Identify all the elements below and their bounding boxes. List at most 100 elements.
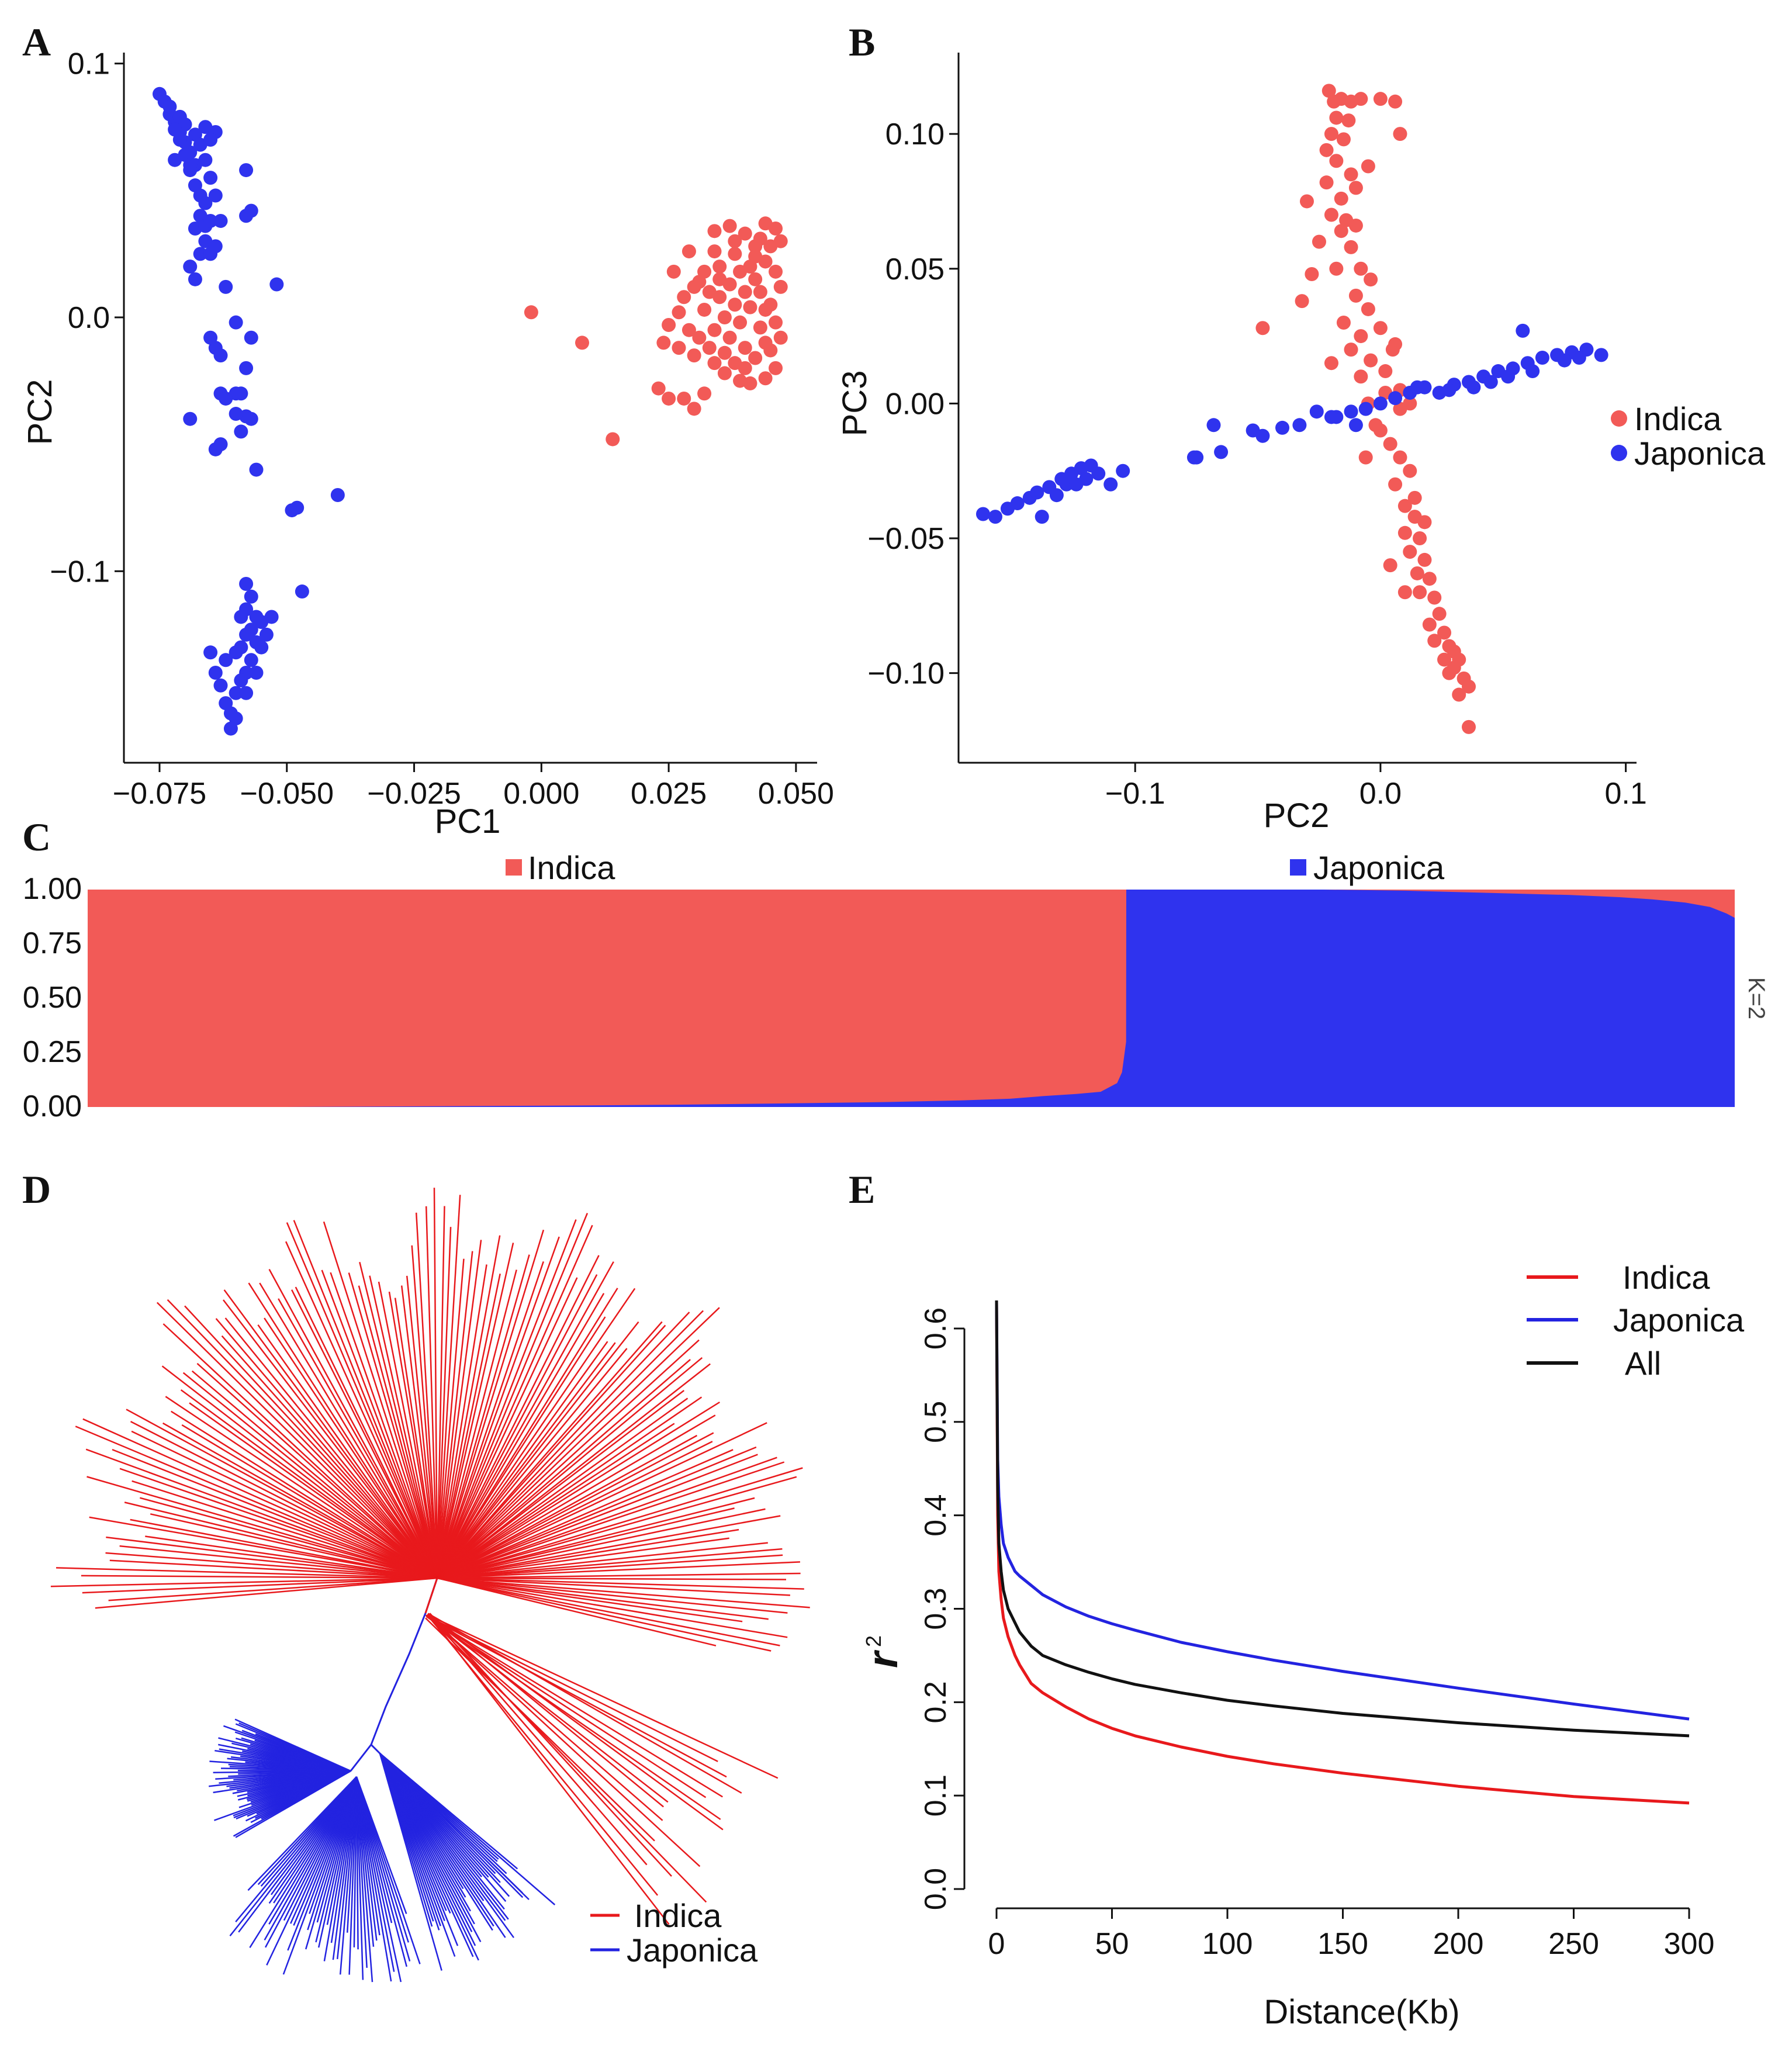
panel-a-point-japonica bbox=[183, 260, 198, 274]
panel-d-branch-indica bbox=[181, 1424, 438, 1579]
panel-d-branch-indica bbox=[223, 1299, 438, 1579]
panel-d-branch-indica bbox=[130, 1420, 438, 1579]
panel-a-axes: −0.075 −0.050 −0.025 0.000 0.025 0.050 −0.1 0.0… bbox=[50, 47, 834, 811]
panel-d-backbone bbox=[370, 1577, 438, 1745]
panel-a-point-japonica bbox=[239, 163, 254, 178]
panel-d-branch-indica bbox=[259, 1282, 438, 1579]
panel-d-branch-indica bbox=[436, 1316, 606, 1579]
panel-a-point-indica bbox=[677, 290, 691, 305]
panel-b-point-indica bbox=[1397, 499, 1412, 513]
panel-a-point-japonica bbox=[213, 678, 228, 693]
panel-b-point-indica bbox=[1403, 463, 1417, 478]
panel-b-point-japonica bbox=[1091, 466, 1106, 481]
panel-label-a: A bbox=[22, 20, 51, 64]
panel-d-branch-indica bbox=[248, 1282, 438, 1579]
panel-b-y-tick-label: 0.05 bbox=[885, 252, 945, 286]
panel-d-branch-indica bbox=[406, 1275, 438, 1579]
panel-a-point-indica bbox=[707, 244, 722, 259]
panel-d-branch-indica bbox=[437, 1454, 758, 1579]
panel-a-point-japonica bbox=[234, 673, 248, 688]
panel-a-point-indica bbox=[712, 272, 727, 286]
panel-b-point-japonica bbox=[1442, 383, 1457, 397]
panel-d-branch-indica bbox=[436, 1227, 452, 1579]
panel-d-branch-indica bbox=[388, 1291, 438, 1579]
panel-a-point-japonica bbox=[290, 500, 305, 515]
panel-d-branch-indica bbox=[437, 1339, 700, 1579]
panel-a-point-japonica bbox=[213, 348, 228, 363]
panel-b-point-japonica bbox=[1214, 445, 1229, 459]
panel-b-point-indica bbox=[1336, 132, 1351, 147]
panel-b-point-indica bbox=[1348, 218, 1363, 233]
panel-b-point-japonica bbox=[975, 507, 990, 521]
panel-b-point-indica bbox=[1452, 687, 1466, 702]
panel-label-e: E bbox=[849, 1167, 875, 1212]
panel-e-line-indica bbox=[995, 1300, 1690, 1805]
panel-a-point-indica bbox=[773, 279, 788, 294]
panel-a-point-indica bbox=[662, 318, 676, 333]
panel-d-branch-indica bbox=[436, 1251, 473, 1579]
panel-b-point-japonica bbox=[1594, 348, 1608, 362]
panel-d-branch-indica bbox=[427, 1614, 779, 1779]
panel-d-branch-japonica bbox=[282, 1776, 358, 1975]
panel-a-point-indica bbox=[748, 351, 763, 365]
panel-a-point-indica bbox=[702, 341, 717, 355]
panel-d-branch-indica bbox=[436, 1219, 577, 1579]
panel-b-point-indica bbox=[1295, 294, 1309, 309]
panel-d-branch-indica bbox=[437, 1348, 628, 1579]
panel-e-legend: Indica Japonica All bbox=[1527, 1259, 1745, 1382]
panel-d-branch-indica bbox=[437, 1396, 703, 1579]
panel-d-branch-japonica bbox=[238, 1776, 357, 1933]
panel-d-branch-indica bbox=[359, 1262, 438, 1579]
panel-b-point-indica bbox=[1354, 261, 1368, 276]
panel-a-point-japonica bbox=[208, 666, 223, 680]
panel-b-point-japonica bbox=[1388, 391, 1403, 406]
panel-d-branch-indica bbox=[106, 1536, 438, 1579]
panel-d-branch-indica bbox=[330, 1272, 438, 1579]
panel-a-point-japonica bbox=[254, 640, 269, 655]
panel-d-branch-indica bbox=[436, 1277, 578, 1579]
panel-b-point-japonica bbox=[1255, 428, 1270, 443]
panel-b-xlabel: PC2 bbox=[1264, 797, 1330, 835]
panel-b-point-indica bbox=[1422, 617, 1437, 632]
panel-c-y-tick-label: 0.25 bbox=[23, 1035, 82, 1069]
panel-b-point-indica bbox=[1432, 607, 1447, 621]
panel-a-point-indica bbox=[769, 264, 783, 279]
panel-d-branch-indica bbox=[293, 1220, 438, 1579]
panel-b-point-indica bbox=[1329, 261, 1344, 276]
panel-d-branch-indica bbox=[180, 1389, 438, 1579]
panel-d-branch-indica bbox=[427, 1615, 669, 1803]
panel-d-branch-indica bbox=[429, 1617, 701, 1867]
panel-d-branch-indica bbox=[436, 1255, 600, 1579]
panel-a-point-indica bbox=[769, 221, 783, 236]
panel-d-branch-indica bbox=[437, 1422, 767, 1579]
panel-a-point-japonica bbox=[239, 686, 254, 700]
panel-c-legend-japonica-label: Japonica bbox=[1313, 849, 1445, 886]
panel-e-x-tick-label: 100 bbox=[1202, 1927, 1253, 1961]
panel-d-legend-japonica-label: Japonica bbox=[627, 1932, 758, 1969]
panel-a-point-japonica bbox=[244, 330, 258, 345]
panel-a-point-japonica bbox=[203, 330, 218, 345]
panel-d-branch-indica bbox=[429, 1613, 672, 1877]
panel-d-branch-indica bbox=[437, 1467, 803, 1579]
panel-d-branch-indica bbox=[87, 1476, 438, 1579]
panel-a-point-indica bbox=[681, 244, 696, 259]
panel-a-point-indica bbox=[753, 231, 767, 246]
panel-e-y-tick-label: 0.0 bbox=[919, 1868, 953, 1910]
panel-a-point-indica bbox=[687, 348, 701, 363]
panel-d-branch-indica bbox=[436, 1264, 487, 1579]
panel-d-branch-indica bbox=[437, 1542, 768, 1579]
panel-d-branch-indica bbox=[428, 1613, 664, 1808]
panel-d-branch-indica bbox=[286, 1222, 438, 1579]
panel-b-point-indica bbox=[1344, 167, 1358, 182]
panel-a-point-japonica bbox=[188, 272, 202, 286]
panel-a-x-tick-label: −0.075 bbox=[113, 777, 207, 811]
panel-b-point-indica bbox=[1319, 175, 1334, 190]
panel-b-point-indica bbox=[1373, 321, 1388, 335]
panel-d-branch-indica bbox=[85, 1448, 438, 1579]
panel-b-point-japonica bbox=[1116, 463, 1130, 478]
panel-d-branch-indica bbox=[257, 1324, 438, 1579]
panel-d-legend-indica-label: Indica bbox=[634, 1897, 722, 1934]
panel-a-point-indica bbox=[672, 341, 686, 355]
panel-d-branch-indica bbox=[437, 1508, 766, 1579]
panel-d-branch-indica bbox=[112, 1448, 438, 1579]
